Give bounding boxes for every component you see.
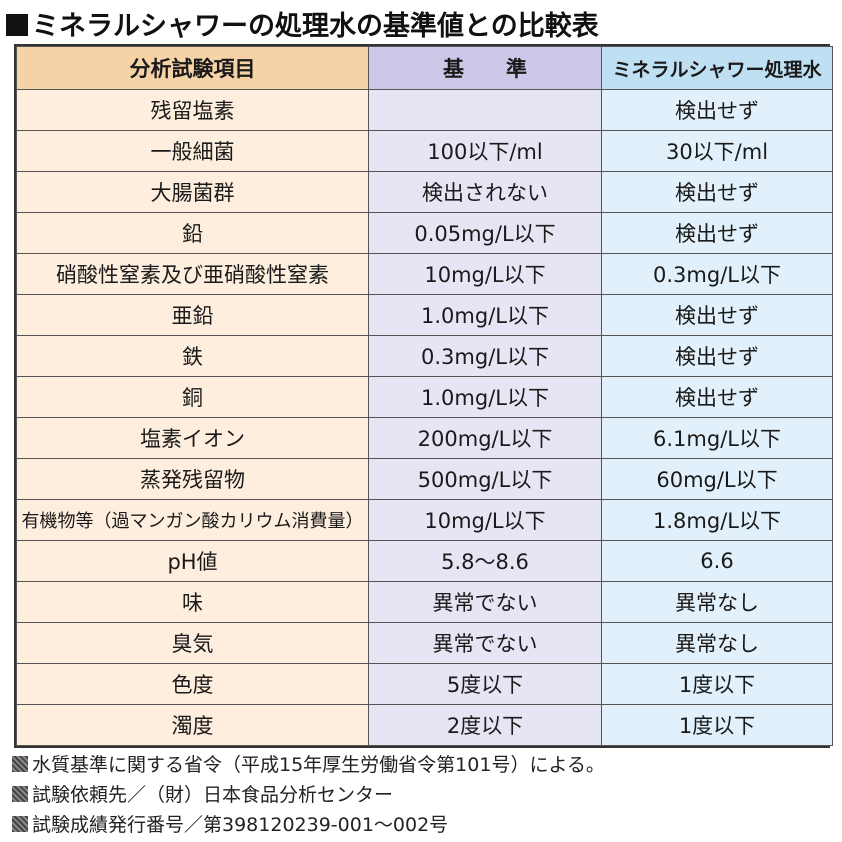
treated-cell: 検出せず (601, 89, 833, 131)
footnote: 試験成績発行番号／第398120239-001〜002号 (12, 810, 605, 840)
item-cell: 鉄 (16, 335, 369, 377)
table-row: 味異常でない 異常なし (16, 581, 833, 623)
treated-cell: 60mg/L以下 (601, 458, 833, 500)
table-row: 一般細菌 100以下/ml 30以下/ml (16, 130, 833, 172)
table-row: 鉛 0.05mg/L以下 検出せず (16, 212, 833, 254)
treated-cell: 30以下/ml (601, 130, 833, 172)
item-cell: 蒸発残留物 (16, 458, 369, 500)
header-treated-water: ミネラルシャワー処理水 (601, 46, 833, 90)
comparison-table: 分析試験項目 基 準 ミネラルシャワー処理水 残留塩素 検出せず 一般細菌 100以下… (14, 44, 833, 748)
item-cell: 銅 (16, 376, 369, 418)
page-title: ミネラルシャワーの処理水の基準値との比較表 (6, 4, 599, 43)
table-header-row: 分析試験項目 基 準 ミネラルシャワー処理水 (16, 46, 833, 90)
table-row: 有機物等（過マンガン酸カリウム消費量） 10mg/L以下 1.8mg/L以下 (16, 499, 833, 541)
standard-cell: 5.8〜8.6 (368, 540, 602, 582)
header-item: 分析試験項目 (16, 46, 369, 90)
footnote: 水質基準に関する省令（平成15年厚生労働省令第101号）による。 (12, 750, 605, 780)
treated-cell: 6.1mg/L以下 (601, 417, 833, 459)
square-bullet-icon (12, 756, 28, 772)
standard-cell: 2度以下 (368, 704, 602, 746)
treated-cell: 1度以下 (601, 663, 833, 705)
standard-cell: 500mg/L以下 (368, 458, 602, 500)
standard-cell: 0.3mg/L以下 (368, 335, 602, 377)
table-row: 塩素イオン 200mg/L以下 6.1mg/L以下 (16, 417, 833, 459)
table-row: 鉄 0.3mg/L以下 検出せず (16, 335, 833, 377)
standard-cell: 200mg/L以下 (368, 417, 602, 459)
table-row: 硝酸性窒素及び亜硝酸性窒素 10mg/L以下 0.3mg/L以下 (16, 253, 833, 295)
table-row: 亜鉛 1.0mg/L以下 検出せず (16, 294, 833, 336)
square-bullet-icon (6, 14, 28, 36)
standard-cell: 10mg/L以下 (368, 253, 602, 295)
standard-cell: 異常でない (368, 581, 602, 623)
item-cell: 一般細菌 (16, 130, 369, 172)
item-cell: 臭気 (16, 622, 369, 664)
treated-cell: 検出せず (601, 294, 833, 336)
treated-cell: 検出せず (601, 376, 833, 418)
treated-cell: 検出せず (601, 335, 833, 377)
item-cell: 濁度 (16, 704, 369, 746)
square-bullet-icon (12, 786, 28, 802)
item-cell: 味 (16, 581, 369, 623)
footnotes: 水質基準に関する省令（平成15年厚生労働省令第101号）による。 試験依頼先／（… (12, 750, 605, 840)
title-text: ミネラルシャワーの処理水の基準値との比較表 (32, 11, 599, 42)
treated-cell: 異常なし (601, 581, 833, 623)
standard-cell (368, 89, 602, 131)
standard-cell: 異常でない (368, 622, 602, 664)
item-cell: 残留塩素 (16, 89, 369, 131)
item-cell: 大腸菌群 (16, 171, 369, 213)
treated-cell: 1.8mg/L以下 (601, 499, 833, 541)
treated-cell: 検出せず (601, 212, 833, 254)
header-standard: 基 準 (368, 46, 602, 90)
standard-cell: 検出されない (368, 171, 602, 213)
table-row: 大腸菌群 検出されない 検出せず (16, 171, 833, 213)
item-cell: 有機物等（過マンガン酸カリウム消費量） (16, 499, 369, 541)
table-row: pH値 5.8〜8.6 6.6 (16, 540, 833, 582)
item-cell: 亜鉛 (16, 294, 369, 336)
table-row: 濁度 2度以下 1度以下 (16, 704, 833, 746)
item-cell: 鉛 (16, 212, 369, 254)
treated-cell: 0.3mg/L以下 (601, 253, 833, 295)
table-row: 銅 1.0mg/L以下 検出せず (16, 376, 833, 418)
standard-cell: 0.05mg/L以下 (368, 212, 602, 254)
square-bullet-icon (12, 816, 28, 832)
treated-cell: 6.6 (601, 540, 833, 582)
item-cell: 硝酸性窒素及び亜硝酸性窒素 (16, 253, 369, 295)
standard-cell: 5度以下 (368, 663, 602, 705)
standard-cell: 10mg/L以下 (368, 499, 602, 541)
table-row: 蒸発残留物 500mg/L以下 60mg/L以下 (16, 458, 833, 500)
table-row: 色度 5度以下 1度以下 (16, 663, 833, 705)
footnote: 試験依頼先／（財）日本食品分析センター (12, 780, 605, 810)
item-cell: pH値 (16, 540, 369, 582)
table-row: 臭気 異常でない 異常なし (16, 622, 833, 664)
table-row: 残留塩素 検出せず (16, 89, 833, 131)
item-cell: 塩素イオン (16, 417, 369, 459)
treated-cell: 1度以下 (601, 704, 833, 746)
standard-cell: 1.0mg/L以下 (368, 294, 602, 336)
standard-cell: 1.0mg/L以下 (368, 376, 602, 418)
standard-cell: 100以下/ml (368, 130, 602, 172)
treated-cell: 検出せず (601, 171, 833, 213)
item-cell: 色度 (16, 663, 369, 705)
treated-cell: 異常なし (601, 622, 833, 664)
